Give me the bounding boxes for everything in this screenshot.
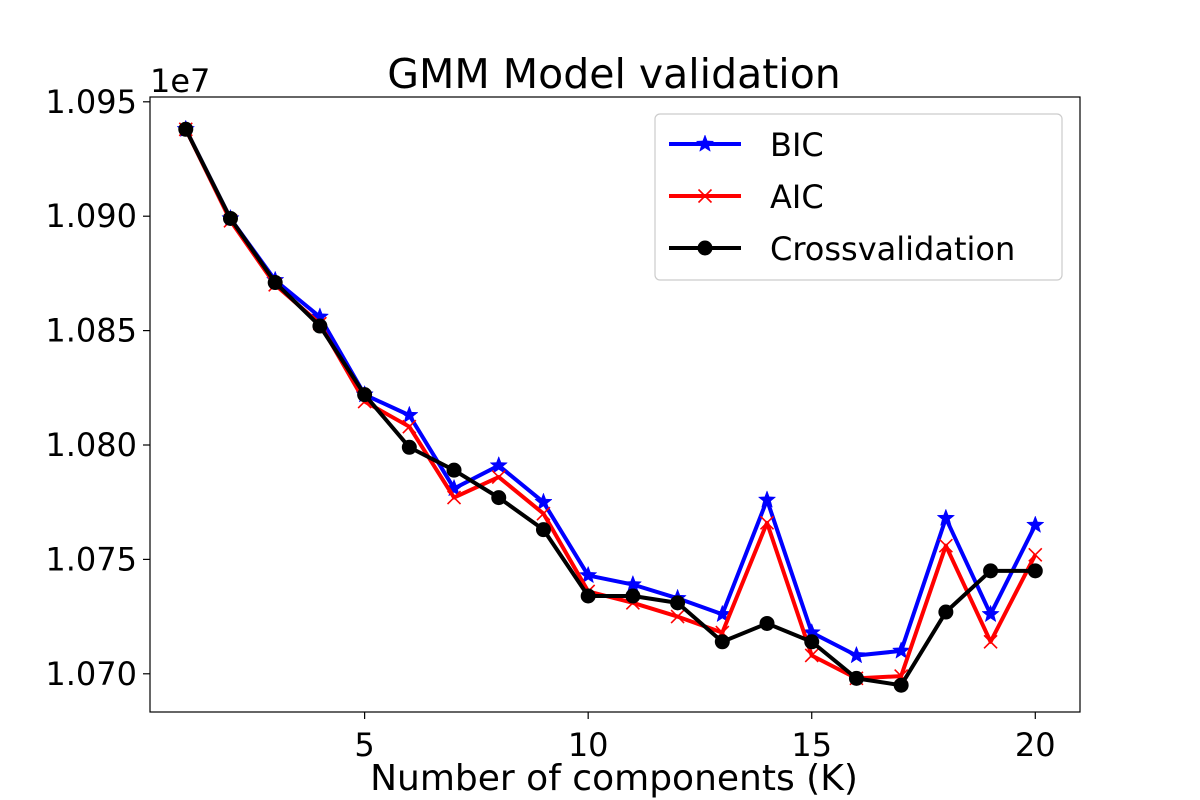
data-point-bic xyxy=(981,604,1000,623)
data-point-aic xyxy=(402,419,417,434)
data-point-crossvalidation xyxy=(983,563,999,579)
data-point-crossvalidation xyxy=(670,595,686,611)
legend-marker-aic xyxy=(697,188,713,204)
data-point-crossvalidation xyxy=(893,677,909,693)
data-point-bic xyxy=(534,492,553,511)
data-point-crossvalidation xyxy=(312,318,328,334)
legend-label-crossvalidation: Crossvalidation xyxy=(770,230,1015,268)
data-point-crossvalidation xyxy=(357,387,373,403)
series-line-bic xyxy=(183,128,1038,658)
data-point-crossvalidation xyxy=(759,615,775,631)
data-point-bic xyxy=(623,574,643,593)
x-marker-stroke xyxy=(670,609,685,624)
x-marker-stroke xyxy=(536,506,551,521)
data-point-crossvalidation xyxy=(535,522,551,538)
data-point-bic xyxy=(400,405,419,424)
x-tick-label: 15 xyxy=(791,726,832,764)
x-marker-stroke xyxy=(491,469,506,485)
data-point-aic xyxy=(983,634,998,649)
data-point-crossvalidation xyxy=(446,462,462,478)
legend-item-aic: AIC xyxy=(669,178,824,216)
data-point-bic xyxy=(578,565,598,584)
x-tick-label: 20 xyxy=(1015,726,1056,764)
legend-label-aic: AIC xyxy=(770,178,824,216)
data-point-crossvalidation xyxy=(938,604,954,620)
data-point-crossvalidation xyxy=(267,275,283,291)
x-marker-stroke xyxy=(983,634,998,649)
data-point-bic xyxy=(891,641,911,659)
series-crossvalidation xyxy=(178,121,1043,693)
data-point-crossvalidation xyxy=(625,588,641,604)
series-line-crossvalidation xyxy=(183,128,1036,688)
data-point-bic xyxy=(936,508,956,527)
y-offset-label: 1e7 xyxy=(150,62,210,100)
data-point-bic xyxy=(713,604,732,623)
data-point-bic xyxy=(1026,515,1045,533)
legend-box xyxy=(654,113,1063,281)
data-point-crossvalidation xyxy=(1027,563,1043,579)
data-point-aic xyxy=(1028,547,1043,562)
legend-marker-crossvalidation xyxy=(697,240,713,256)
plot-area: 5 10 15 20 1.070 1.075 1.080 1.085 1.090 1.095 xyxy=(45,83,1081,764)
x-marker-stroke xyxy=(402,419,417,434)
chart-title: GMM Model validation xyxy=(387,50,841,98)
x-marker-stroke xyxy=(1028,547,1043,562)
x-marker-stroke xyxy=(804,648,819,663)
data-point-aic xyxy=(536,506,551,521)
legend-item-bic: BIC xyxy=(669,126,824,164)
legend: BIC AIC Crossvalidation xyxy=(654,113,1063,281)
data-point-aic xyxy=(759,515,775,530)
data-point-bic xyxy=(489,455,508,474)
data-point-aic xyxy=(670,609,685,624)
y-tick-label: 1.070 xyxy=(45,655,137,693)
data-point-bic xyxy=(847,645,866,664)
data-point-crossvalidation xyxy=(714,634,730,650)
data-point-aic xyxy=(446,490,462,505)
y-tick-label: 1.075 xyxy=(45,540,137,578)
x-marker-stroke xyxy=(759,515,775,530)
data-point-crossvalidation xyxy=(401,439,417,455)
data-point-aic xyxy=(491,469,506,485)
legend-marker-bic xyxy=(695,134,715,152)
data-point-crossvalidation xyxy=(491,490,507,506)
x-marker-stroke xyxy=(938,538,953,553)
x-tick-label: 10 xyxy=(568,726,609,764)
data-point-crossvalidation xyxy=(178,121,194,137)
legend-label-bic: BIC xyxy=(770,126,824,164)
x-marker-stroke xyxy=(446,490,462,505)
plot-frame xyxy=(149,96,1081,713)
y-tick-label: 1.080 xyxy=(45,426,137,464)
data-point-bic xyxy=(757,490,777,508)
y-tick-label: 1.090 xyxy=(45,197,137,235)
legend-item-crossvalidation: Crossvalidation xyxy=(669,230,1015,268)
x-marker-stroke xyxy=(697,188,713,204)
y-tick-label: 1.085 xyxy=(45,312,137,350)
data-point-aic xyxy=(938,538,953,553)
data-point-crossvalidation xyxy=(848,670,864,686)
data-point-crossvalidation xyxy=(580,588,596,604)
x-axis-label: Number of components (K) xyxy=(370,758,858,799)
data-point-crossvalidation xyxy=(222,210,238,226)
y-tick-label: 1.095 xyxy=(45,83,137,121)
data-point-aic xyxy=(804,648,819,663)
data-point-crossvalidation xyxy=(804,634,820,650)
x-tick-label: 5 xyxy=(354,726,374,764)
